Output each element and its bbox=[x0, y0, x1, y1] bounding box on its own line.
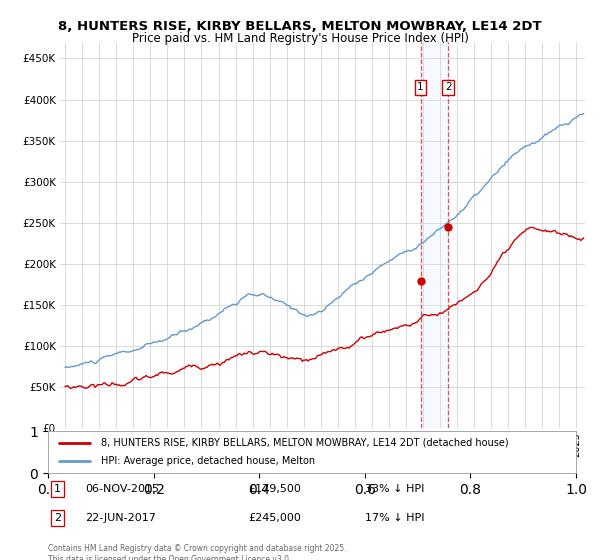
Text: 8, HUNTERS RISE, KIRBY BELLARS, MELTON MOWBRAY, LE14 2DT: 8, HUNTERS RISE, KIRBY BELLARS, MELTON M… bbox=[58, 20, 542, 32]
Text: 1: 1 bbox=[54, 484, 61, 494]
Text: Price paid vs. HM Land Registry's House Price Index (HPI): Price paid vs. HM Land Registry's House … bbox=[131, 32, 469, 45]
Text: 17% ↓ HPI: 17% ↓ HPI bbox=[365, 514, 424, 524]
Text: 2: 2 bbox=[54, 514, 61, 524]
Bar bbox=[421, 42, 448, 428]
Text: 33% ↓ HPI: 33% ↓ HPI bbox=[365, 484, 424, 494]
Text: 22-JUN-2017: 22-JUN-2017 bbox=[85, 514, 156, 524]
Text: HPI: Average price, detached house, Melton: HPI: Average price, detached house, Melt… bbox=[101, 456, 315, 466]
Text: 8, HUNTERS RISE, KIRBY BELLARS, MELTON MOWBRAY, LE14 2DT (detached house): 8, HUNTERS RISE, KIRBY BELLARS, MELTON M… bbox=[101, 438, 508, 448]
Text: 06-NOV-2015: 06-NOV-2015 bbox=[85, 484, 159, 494]
Text: £179,500: £179,500 bbox=[248, 484, 302, 494]
Text: Contains HM Land Registry data © Crown copyright and database right 2025.
This d: Contains HM Land Registry data © Crown c… bbox=[48, 544, 347, 560]
Text: 1: 1 bbox=[417, 82, 424, 92]
Text: 2: 2 bbox=[445, 82, 451, 92]
Text: £245,000: £245,000 bbox=[248, 514, 302, 524]
